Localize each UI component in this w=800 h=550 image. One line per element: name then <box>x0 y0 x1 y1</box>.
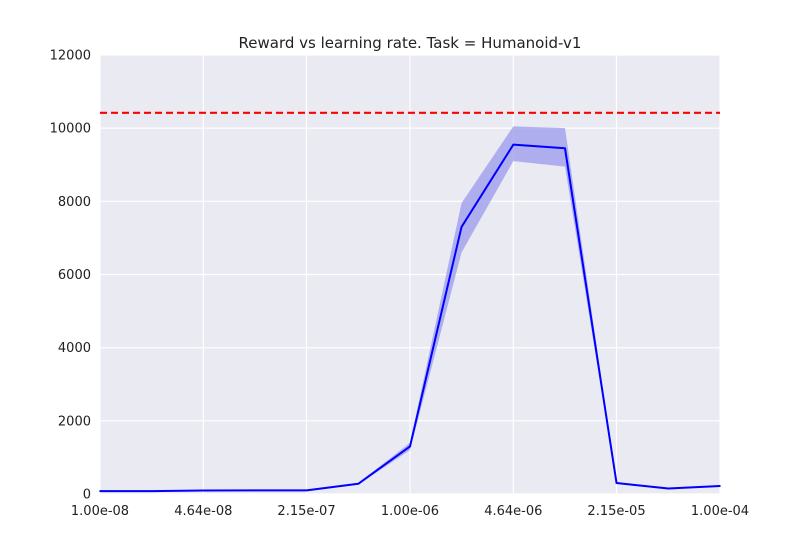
y-tick-label: 8000 <box>58 195 91 210</box>
y-tick-label: 12000 <box>50 49 91 64</box>
data-point <box>357 482 360 485</box>
y-tick-label: 10000 <box>50 122 91 137</box>
data-point <box>667 487 670 490</box>
data-point <box>564 147 566 150</box>
y-tick-label: 6000 <box>58 268 91 283</box>
x-tick-label: 4.64e-06 <box>484 504 542 519</box>
series-line-layer <box>99 143 721 493</box>
data-point <box>409 445 411 448</box>
data-point <box>512 143 515 146</box>
x-tick-label: 4.64e-08 <box>174 504 232 519</box>
y-axis: 0 2000 4000 6000 8000 10000 12000 <box>50 49 91 503</box>
x-axis: 1.00e-08 4.64e-08 2.15e-07 1.00e-06 4.64e-06… <box>71 504 749 519</box>
x-tick-label: 2.15e-05 <box>587 504 645 519</box>
y-tick-label: 0 <box>83 488 91 503</box>
x-tick-label: 1.00e-06 <box>381 504 439 519</box>
y-tick-label: 2000 <box>58 414 91 429</box>
data-point <box>99 490 101 492</box>
data-point <box>202 489 205 492</box>
data-point <box>254 489 256 492</box>
x-tick-label: 2.15e-07 <box>277 504 335 519</box>
data-point <box>150 490 153 492</box>
data-point <box>615 482 618 484</box>
x-tick-label: 1.00e-04 <box>691 504 749 519</box>
chart-title: Reward vs learning rate. Task = Humanoid… <box>239 34 582 52</box>
grid <box>99 54 721 495</box>
x-tick-label: 1.00e-08 <box>71 504 129 519</box>
data-point <box>460 226 463 228</box>
y-tick-label: 4000 <box>58 341 91 356</box>
data-point <box>719 485 721 487</box>
data-point <box>305 489 308 492</box>
